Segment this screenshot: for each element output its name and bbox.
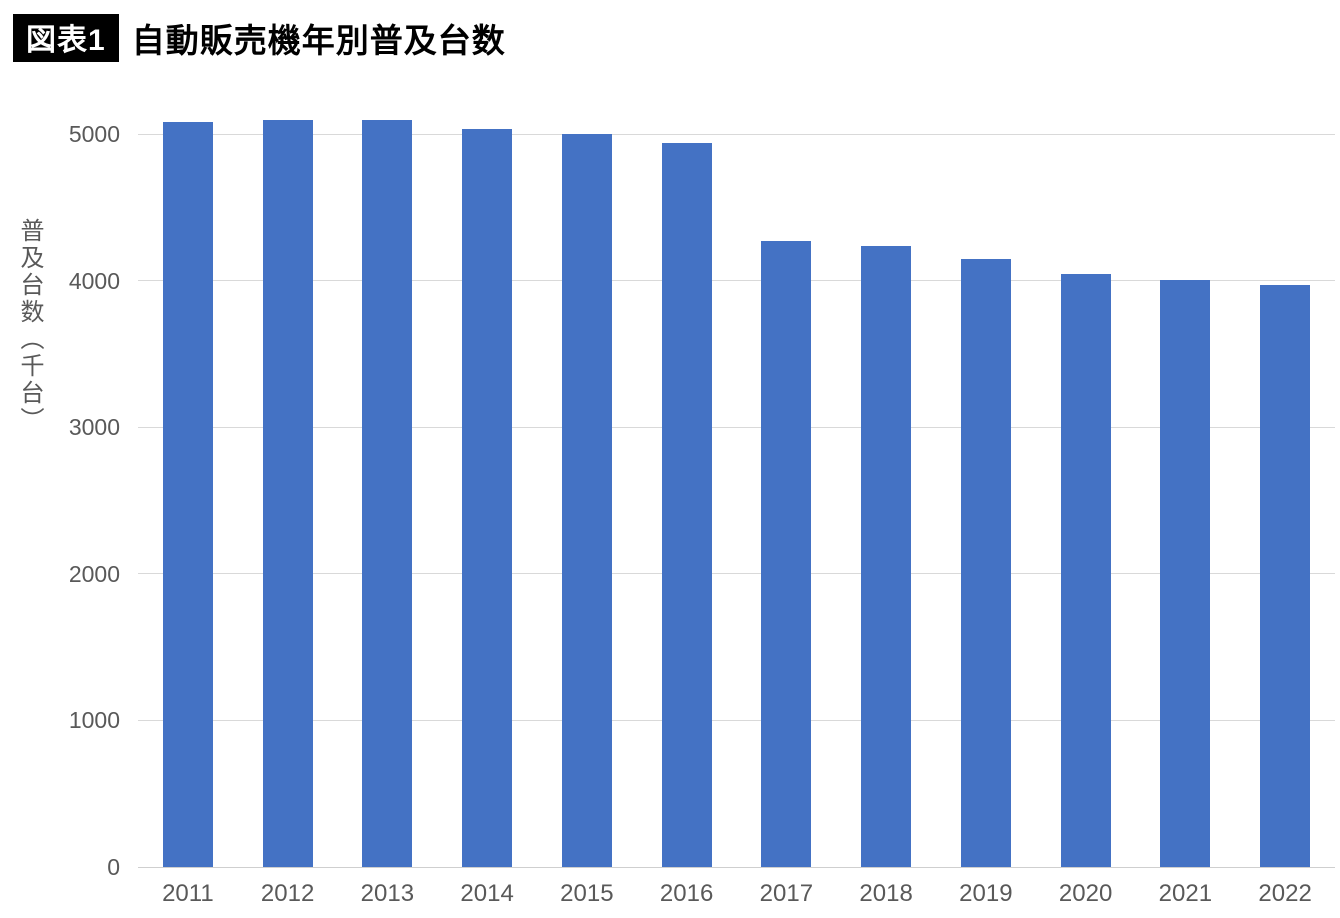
y-tick-label: 3000 [68,414,120,441]
bar-2012 [262,120,313,867]
bar-2011 [162,121,213,867]
x-tick-label: 2020 [1058,880,1113,907]
gridline [138,573,1335,575]
bar-2020 [1060,273,1111,867]
gridline [138,280,1335,282]
x-tick-label: 2022 [1258,880,1312,907]
y-tick-label: 0 [107,854,120,880]
gridline [138,426,1335,428]
bar-2018 [861,246,912,867]
x-tick-label: 2018 [859,880,913,907]
x-tick-label: 2014 [460,880,514,907]
bar-2014 [462,128,513,867]
y-axis-title: 普及台数（千台） [16,218,43,434]
figure-number-badge: 図表1 [13,14,119,62]
gridline [138,133,1335,135]
bar-2017 [761,240,812,867]
y-tick-label: 2000 [68,560,120,587]
y-tick-label: 4000 [68,267,120,294]
y-tick-label: 1000 [68,707,120,734]
y-tick-label: 5000 [68,121,120,147]
gridline [138,719,1335,721]
bar-2013 [362,120,413,867]
x-tick-label: 2012 [260,880,315,907]
bar-2021 [1160,280,1211,867]
x-tick-label: 2017 [759,880,814,907]
x-tick-label: 2021 [1158,880,1213,907]
x-tick-label: 2013 [360,880,415,907]
x-tick-label: 2011 [162,880,214,907]
bar-2019 [960,258,1011,867]
x-tick-label: 2016 [659,880,714,907]
bar-2022 [1260,284,1311,867]
figure-header: 図表1 自動販売機年別普及台数 [13,14,506,62]
x-axis-line [138,866,1335,868]
figure-title: 自動販売機年別普及台数 [131,22,506,59]
bar-2016 [661,142,712,867]
x-tick-label: 2015 [560,880,614,907]
x-tick-label: 2019 [959,880,1013,907]
bar-2015 [561,133,612,867]
